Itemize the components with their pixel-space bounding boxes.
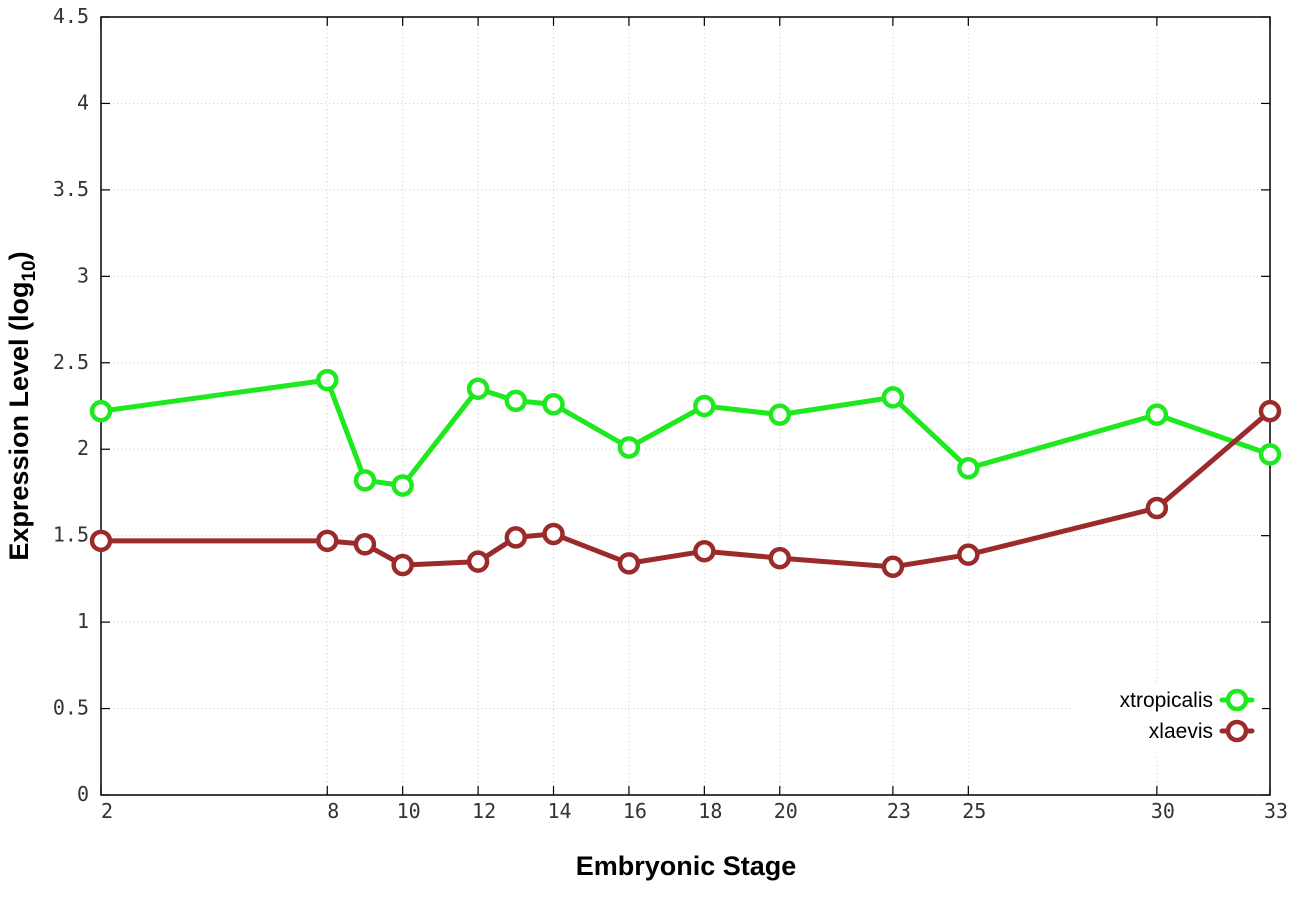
- y-tick-label: 2.5: [53, 350, 89, 374]
- data-point-xtropicalis: [617, 436, 641, 459]
- y-axis-title-subscript: 10: [19, 260, 40, 281]
- series: [89, 368, 1282, 579]
- data-point-xlaevis: [768, 546, 792, 570]
- data-point-xlaevis: [466, 550, 490, 573]
- data-point-xlaevis: [316, 529, 339, 553]
- y-axis-title: Expression Level (log10): [4, 251, 40, 560]
- x-tick-label: 14: [547, 799, 571, 823]
- x-tick-label: 2: [101, 799, 113, 823]
- data-point-xlaevis: [504, 526, 528, 549]
- y-tick-label: 1.5: [53, 523, 89, 547]
- data-point-xtropicalis: [768, 403, 792, 426]
- data-point-xtropicalis: [1258, 443, 1282, 466]
- y-axis-title-close: ): [4, 251, 34, 260]
- data-point-xlaevis: [617, 552, 641, 575]
- legend-marker-xtropicalis: [1225, 688, 1249, 712]
- y-tick-label: 0.5: [53, 696, 89, 720]
- x-tick-label: 12: [472, 799, 496, 823]
- y-tick-label: 3: [77, 263, 89, 287]
- data-point-xtropicalis: [466, 377, 490, 400]
- y-tick-label: 4.5: [53, 4, 89, 28]
- data-point-xtropicalis: [542, 393, 565, 416]
- data-point-xlaevis: [693, 539, 716, 563]
- y-tick-label: 2: [77, 436, 89, 460]
- grid: [101, 17, 1270, 795]
- data-point-xlaevis: [542, 522, 565, 546]
- x-tick-label: 18: [698, 799, 722, 823]
- data-point-xtropicalis: [1145, 403, 1169, 426]
- data-point-xtropicalis: [504, 389, 528, 413]
- data-point-xlaevis: [881, 555, 905, 579]
- data-point-xtropicalis: [316, 368, 339, 392]
- data-point-xtropicalis: [957, 456, 980, 480]
- x-tick-label: 33: [1264, 799, 1288, 823]
- x-tick-labels: 2 8 10 12 14 16 18 20 23 25 30 33: [101, 799, 1288, 823]
- legend: xtropicalis xlaevis: [1072, 684, 1262, 754]
- y-tick-labels: 0 0.5 1 1.5 2 2.5 3 3.5 4 4.5: [53, 4, 89, 806]
- data-point-xtropicalis: [89, 399, 113, 423]
- x-tick-label: 8: [327, 799, 339, 823]
- x-tick-label: 20: [774, 799, 798, 823]
- data-point-xlaevis: [89, 529, 113, 553]
- axis-ticks: [100, 16, 1271, 796]
- data-point-xlaevis: [353, 533, 377, 556]
- x-tick-label: 10: [397, 799, 421, 823]
- x-axis-title: Embryonic Stage: [576, 851, 797, 881]
- data-point-xlaevis: [391, 553, 414, 577]
- y-tick-label: 4: [77, 90, 89, 114]
- data-point-xtropicalis: [881, 386, 905, 409]
- data-point-xlaevis: [1145, 496, 1169, 520]
- y-axis-title-main: Expression Level (log: [4, 282, 34, 561]
- x-tick-label: 23: [887, 799, 911, 823]
- series-line-xtropicalis: [98, 377, 1273, 488]
- y-tick-label: 3.5: [53, 177, 89, 201]
- plot-frame: [100, 16, 1271, 796]
- legend-marker-xlaevis: [1225, 719, 1249, 743]
- x-tick-label: 25: [962, 799, 986, 823]
- data-point-xtropicalis: [693, 394, 716, 418]
- x-tick-label: 30: [1151, 799, 1175, 823]
- data-point-xlaevis: [957, 543, 980, 566]
- data-point-xtropicalis: [353, 469, 377, 492]
- legend-label-xlaevis: xlaevis: [1149, 720, 1213, 743]
- y-tick-label: 1: [77, 609, 89, 633]
- x-tick-label: 16: [623, 799, 647, 823]
- data-point-xtropicalis: [391, 474, 414, 497]
- legend-label-xtropicalis: xtropicalis: [1120, 689, 1213, 712]
- data-point-xlaevis: [1258, 399, 1282, 423]
- y-tick-label: 0: [77, 782, 89, 806]
